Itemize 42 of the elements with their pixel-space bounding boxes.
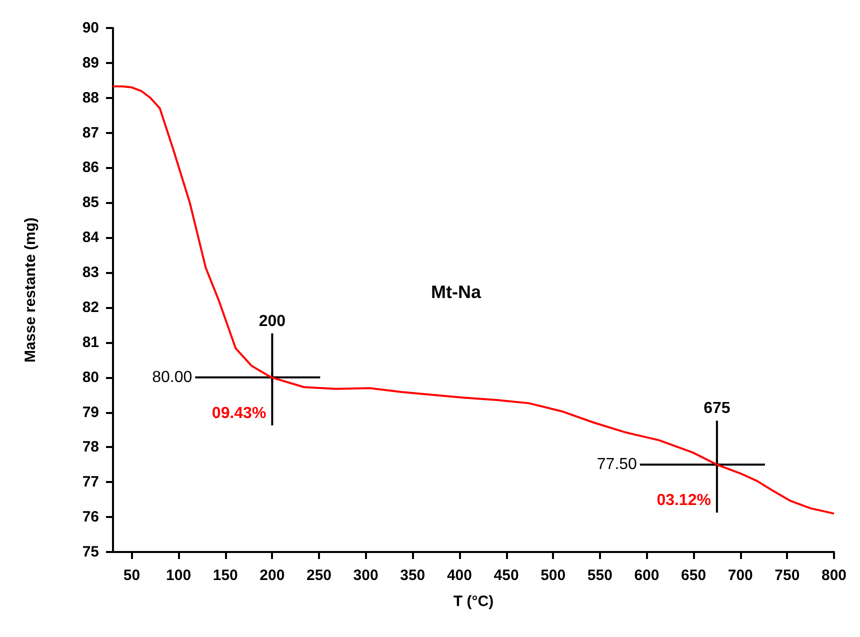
y-tick-label: 90	[82, 20, 99, 36]
y-tick-label: 75	[82, 544, 99, 560]
x-tick-label: 100	[166, 567, 192, 584]
x-tick-label: 550	[587, 567, 612, 584]
y-tick-label: 88	[82, 89, 99, 106]
annotation: 09.43%	[212, 404, 266, 422]
x-tick-label: 600	[634, 567, 660, 584]
x-tick-label: 300	[353, 567, 378, 584]
y-tick-label: 77	[82, 474, 99, 491]
annotation: 200	[258, 312, 286, 330]
y-axis-title: Masse restante (mg)	[22, 217, 39, 363]
y-tick-label: 78	[82, 438, 99, 456]
x-tick-label: 250	[306, 567, 332, 584]
x-tick-label: 650	[681, 567, 706, 584]
annotation: 03.12%	[656, 492, 711, 510]
y-tick-label: 87	[82, 124, 99, 142]
y-tick-label: 76	[82, 508, 99, 526]
x-tick-label: 200	[260, 567, 285, 584]
text: Mt-Na	[431, 282, 482, 302]
y-tick-label: 83	[82, 264, 99, 282]
y-tick-label: 81	[82, 334, 99, 351]
x-tick-label: 400	[446, 567, 472, 584]
annotation: 77.50	[596, 456, 638, 474]
annotation: 675	[704, 400, 730, 418]
x-tick-label: 350	[400, 567, 426, 584]
y-tick-label: 79	[82, 404, 99, 421]
y-tick-label: 86	[82, 159, 99, 176]
x-tick-label: 750	[774, 567, 800, 584]
x-tick-label: 800	[821, 567, 847, 584]
y-tick-label: 80	[82, 368, 99, 386]
y-tick-label: 85	[82, 194, 99, 212]
x-tick-label: 450	[494, 567, 519, 584]
y-tick-label: 84	[82, 229, 100, 246]
x-tick-label: 50	[123, 567, 140, 584]
annotation: 80.00	[152, 368, 192, 386]
y-tick-label: 89	[82, 54, 99, 72]
x-tick-label: 700	[728, 567, 753, 584]
x-axis-title: T (°C)	[453, 593, 494, 610]
x-tick-label: 500	[540, 567, 566, 584]
x-tick-label: 150	[212, 567, 238, 584]
y-tick-label: 82	[82, 298, 99, 316]
line-series	[112, 85, 835, 515]
